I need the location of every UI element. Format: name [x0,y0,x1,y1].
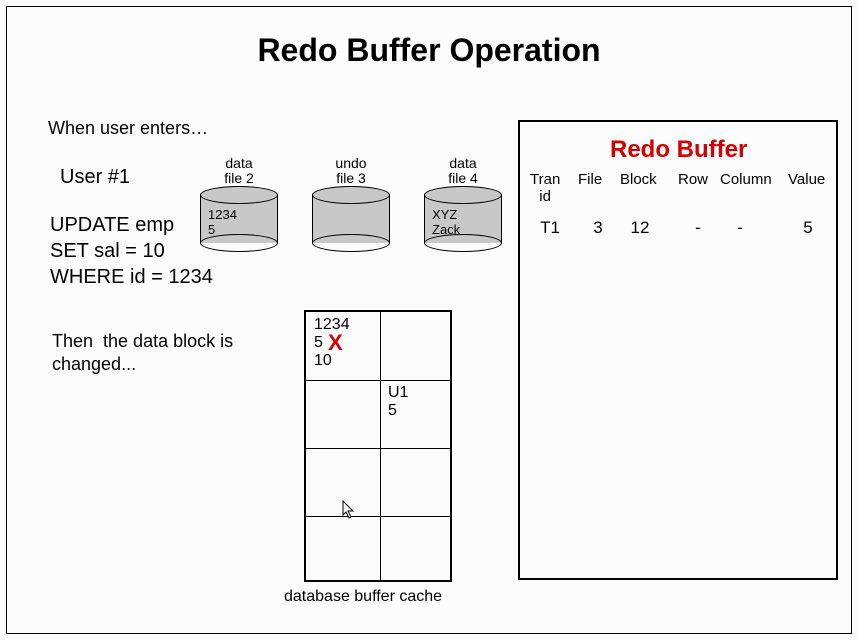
page-title: Redo Buffer Operation [0,32,858,69]
cache-cell-text: 10 [314,352,332,370]
when-text: When user enters… [48,118,208,139]
redo-cell: - [678,218,718,238]
redo-cell: - [720,218,760,238]
cursor-icon [342,500,356,520]
cache-cell-text: 5 [388,402,397,420]
cache-cell-text: U1 [388,384,408,402]
redo-cell: T1 [530,218,570,238]
redo-column-header: Block [620,172,657,189]
cache-cell-text: 5 [314,334,323,352]
sql-statement: UPDATE emp SET sal = 10 WHERE id = 1234 [50,212,213,290]
cylinder-label: data file 4 [424,156,502,187]
redo-column-header: Value [788,172,825,189]
cylinder-label: undo file 3 [312,156,390,187]
buffer-cache: 12345X10U15 [304,310,452,582]
redo-buffer: Redo Buffer Tran id File Block Row Column Valu… [518,120,838,580]
redo-column-header: File [578,172,602,189]
cylinder-content: 1234 5 [208,208,237,238]
cylinder-content: XYZ Zack [432,208,460,238]
redo-cell: 5 [788,218,828,238]
redo-title: Redo Buffer [610,136,747,164]
redo-cell: 12 [620,218,660,238]
user-label: User #1 [60,166,130,189]
redo-column-header: Tran id [530,172,560,205]
cache-label: database buffer cache [284,588,442,606]
redo-column-header: Row [678,172,708,189]
then-text: Then the data block is changed... [52,330,233,377]
redo-cell: 3 [578,218,618,238]
redo-column-header: Column [720,172,772,189]
cylinder-label: data file 2 [200,156,278,187]
